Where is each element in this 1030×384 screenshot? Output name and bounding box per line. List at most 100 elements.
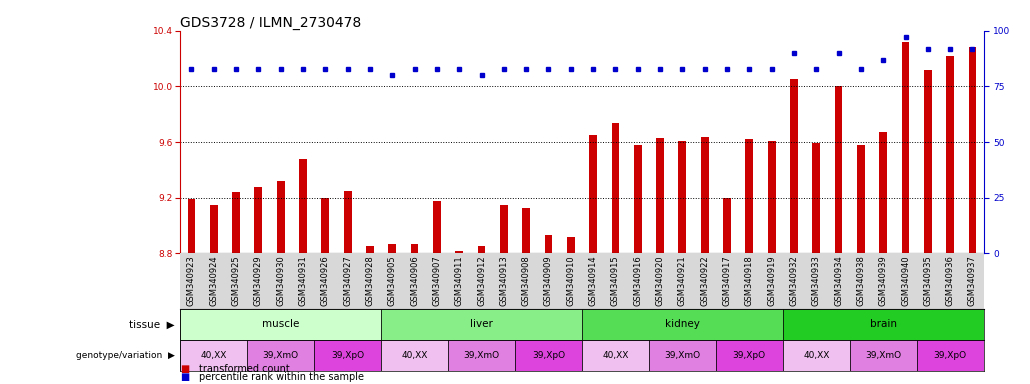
Bar <box>314 340 381 371</box>
Text: GSM340939: GSM340939 <box>879 255 888 306</box>
Bar <box>545 235 552 253</box>
Bar <box>924 70 932 253</box>
Text: ■: ■ <box>180 372 190 382</box>
Bar <box>566 237 575 253</box>
Text: GSM340922: GSM340922 <box>700 255 710 306</box>
Text: GSM340935: GSM340935 <box>923 255 932 306</box>
Bar <box>880 132 887 253</box>
Text: GSM340915: GSM340915 <box>611 255 620 306</box>
Bar <box>783 340 850 371</box>
Text: 39,XmO: 39,XmO <box>464 351 500 360</box>
Text: brain: brain <box>869 319 897 329</box>
Text: GSM340912: GSM340912 <box>477 255 486 306</box>
Text: GDS3728 / ILMN_2730478: GDS3728 / ILMN_2730478 <box>180 16 362 30</box>
Bar <box>901 42 909 253</box>
Bar <box>767 141 776 253</box>
Bar <box>180 340 247 371</box>
Bar <box>700 137 709 253</box>
Text: GSM340920: GSM340920 <box>655 255 664 306</box>
Text: GSM340919: GSM340919 <box>767 255 777 306</box>
Bar <box>321 198 330 253</box>
Bar <box>388 244 397 253</box>
Bar <box>522 207 530 253</box>
Bar <box>649 340 716 371</box>
Bar <box>500 205 508 253</box>
Bar <box>947 56 954 253</box>
Text: 39,XmO: 39,XmO <box>865 351 901 360</box>
Text: 39,XpO: 39,XpO <box>933 351 967 360</box>
Text: 40,XX: 40,XX <box>803 351 829 360</box>
Text: 39,XpO: 39,XpO <box>331 351 365 360</box>
Text: GSM340924: GSM340924 <box>209 255 218 306</box>
Text: ■: ■ <box>180 364 190 374</box>
Bar <box>187 199 196 253</box>
Text: GSM340940: GSM340940 <box>901 255 911 306</box>
Bar <box>716 340 783 371</box>
Text: GSM340928: GSM340928 <box>366 255 375 306</box>
Bar <box>478 247 485 253</box>
Bar <box>277 181 284 253</box>
Text: GSM340906: GSM340906 <box>410 255 419 306</box>
Text: GSM340910: GSM340910 <box>566 255 576 306</box>
Text: GSM340917: GSM340917 <box>722 255 731 306</box>
Text: GSM340918: GSM340918 <box>745 255 754 306</box>
Text: kidney: kidney <box>665 319 699 329</box>
Text: liver: liver <box>470 319 493 329</box>
Bar <box>381 309 582 340</box>
Text: 39,XmO: 39,XmO <box>263 351 299 360</box>
Text: muscle: muscle <box>262 319 300 329</box>
Text: 39,XmO: 39,XmO <box>664 351 700 360</box>
Bar <box>589 135 597 253</box>
Text: GSM340927: GSM340927 <box>343 255 352 306</box>
Bar <box>448 340 515 371</box>
Text: GSM340930: GSM340930 <box>276 255 285 306</box>
Bar <box>656 138 664 253</box>
Text: tissue  ▶: tissue ▶ <box>130 319 175 329</box>
Bar <box>344 191 351 253</box>
Bar <box>612 122 619 253</box>
Text: GSM340925: GSM340925 <box>232 255 241 306</box>
Bar <box>813 144 820 253</box>
Text: GSM340936: GSM340936 <box>946 255 955 306</box>
Text: genotype/variation  ▶: genotype/variation ▶ <box>76 351 175 360</box>
Bar <box>679 141 686 253</box>
Text: 39,XpO: 39,XpO <box>531 351 565 360</box>
Text: percentile rank within the sample: percentile rank within the sample <box>199 372 364 382</box>
Text: GSM340929: GSM340929 <box>253 255 263 306</box>
Bar <box>515 340 582 371</box>
Text: GSM340937: GSM340937 <box>968 255 977 306</box>
Text: GSM340931: GSM340931 <box>299 255 308 306</box>
Bar <box>850 340 917 371</box>
Text: GSM340905: GSM340905 <box>387 255 397 306</box>
Bar <box>790 79 798 253</box>
Text: GSM340932: GSM340932 <box>789 255 798 306</box>
Text: transformed count: transformed count <box>199 364 289 374</box>
Bar <box>411 244 418 253</box>
Text: 40,XX: 40,XX <box>201 351 227 360</box>
Text: 39,XpO: 39,XpO <box>732 351 766 360</box>
Bar <box>968 48 976 253</box>
Bar <box>180 309 381 340</box>
Bar <box>366 247 374 253</box>
Bar <box>917 340 984 371</box>
Text: GSM340926: GSM340926 <box>320 255 330 306</box>
Bar <box>746 139 753 253</box>
Bar <box>299 159 307 253</box>
Bar <box>633 145 642 253</box>
Bar <box>783 309 984 340</box>
Text: 40,XX: 40,XX <box>402 351 427 360</box>
Bar <box>834 86 843 253</box>
Bar <box>455 251 464 253</box>
Text: GSM340916: GSM340916 <box>633 255 643 306</box>
Text: GSM340914: GSM340914 <box>588 255 597 306</box>
Text: GSM340908: GSM340908 <box>521 255 530 306</box>
Bar <box>232 192 240 253</box>
Text: GSM340933: GSM340933 <box>812 255 821 306</box>
Text: GSM340911: GSM340911 <box>454 255 464 306</box>
Bar <box>582 340 649 371</box>
Text: GSM340913: GSM340913 <box>500 255 509 306</box>
Text: GSM340923: GSM340923 <box>186 255 196 306</box>
Text: GSM340909: GSM340909 <box>544 255 553 306</box>
Text: 40,XX: 40,XX <box>603 351 628 360</box>
Bar <box>857 145 865 253</box>
